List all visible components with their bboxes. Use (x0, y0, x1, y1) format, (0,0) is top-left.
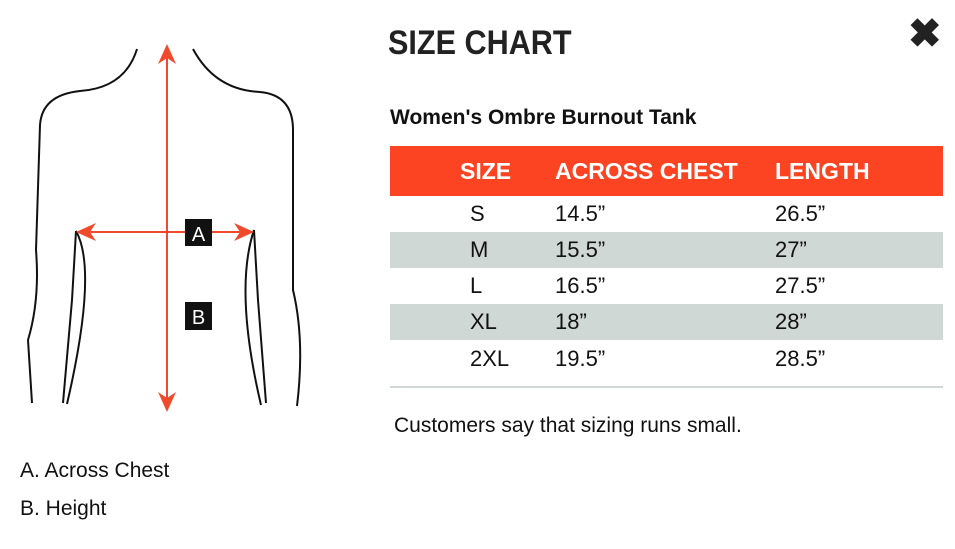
cell-chest: 15.5” (555, 232, 775, 268)
col-size: SIZE (390, 146, 555, 196)
label-b-box (185, 302, 212, 330)
col-across-chest: ACROSS CHEST (555, 146, 775, 196)
height-arrow (158, 44, 176, 412)
table-row: L 16.5” 27.5” (390, 268, 943, 304)
cell-chest: 14.5” (555, 201, 606, 226)
col-length: LENGTH (775, 146, 943, 196)
label-a: A (192, 224, 206, 246)
label-b: B (192, 307, 205, 329)
cell-chest: 16.5” (555, 273, 606, 298)
cell-chest: 19.5” (555, 340, 775, 388)
cell-length: 26.5” (775, 201, 826, 226)
table-row: XL 18” 28” (390, 304, 943, 340)
cell-length: 27” (775, 232, 943, 268)
chest-arrow (76, 223, 254, 241)
body-outline (26, 48, 302, 407)
close-icon[interactable]: ✖ (908, 12, 942, 56)
cell-length: 27.5” (775, 273, 826, 298)
cell-size: 2XL (390, 340, 555, 388)
page-title: SIZE CHART (388, 24, 572, 62)
body-measurement-diagram: A B (26, 44, 302, 412)
cell-length: 28” (775, 304, 943, 340)
cell-size: S (470, 201, 485, 226)
table-row: S 14.5” 26.5” (390, 196, 943, 232)
table-row: M 15.5” 27” (390, 232, 943, 268)
product-name: Women's Ombre Burnout Tank (390, 106, 697, 129)
legend-height: B. Height (20, 497, 107, 520)
cell-length: 28.5” (775, 340, 943, 388)
cell-size: XL (390, 304, 555, 340)
legend-across-chest: A. Across Chest (20, 459, 170, 482)
cell-size: L (470, 273, 483, 298)
size-table: SIZE ACROSS CHEST LENGTH S 14.5” 26.5” M 15… (390, 146, 943, 388)
table-row: 2XL 19.5” 28.5” (390, 340, 943, 388)
cell-chest: 18” (555, 304, 775, 340)
cell-size: M (390, 232, 555, 268)
sizing-note: Customers say that sizing runs small. (394, 414, 742, 437)
label-a-box (185, 219, 212, 246)
